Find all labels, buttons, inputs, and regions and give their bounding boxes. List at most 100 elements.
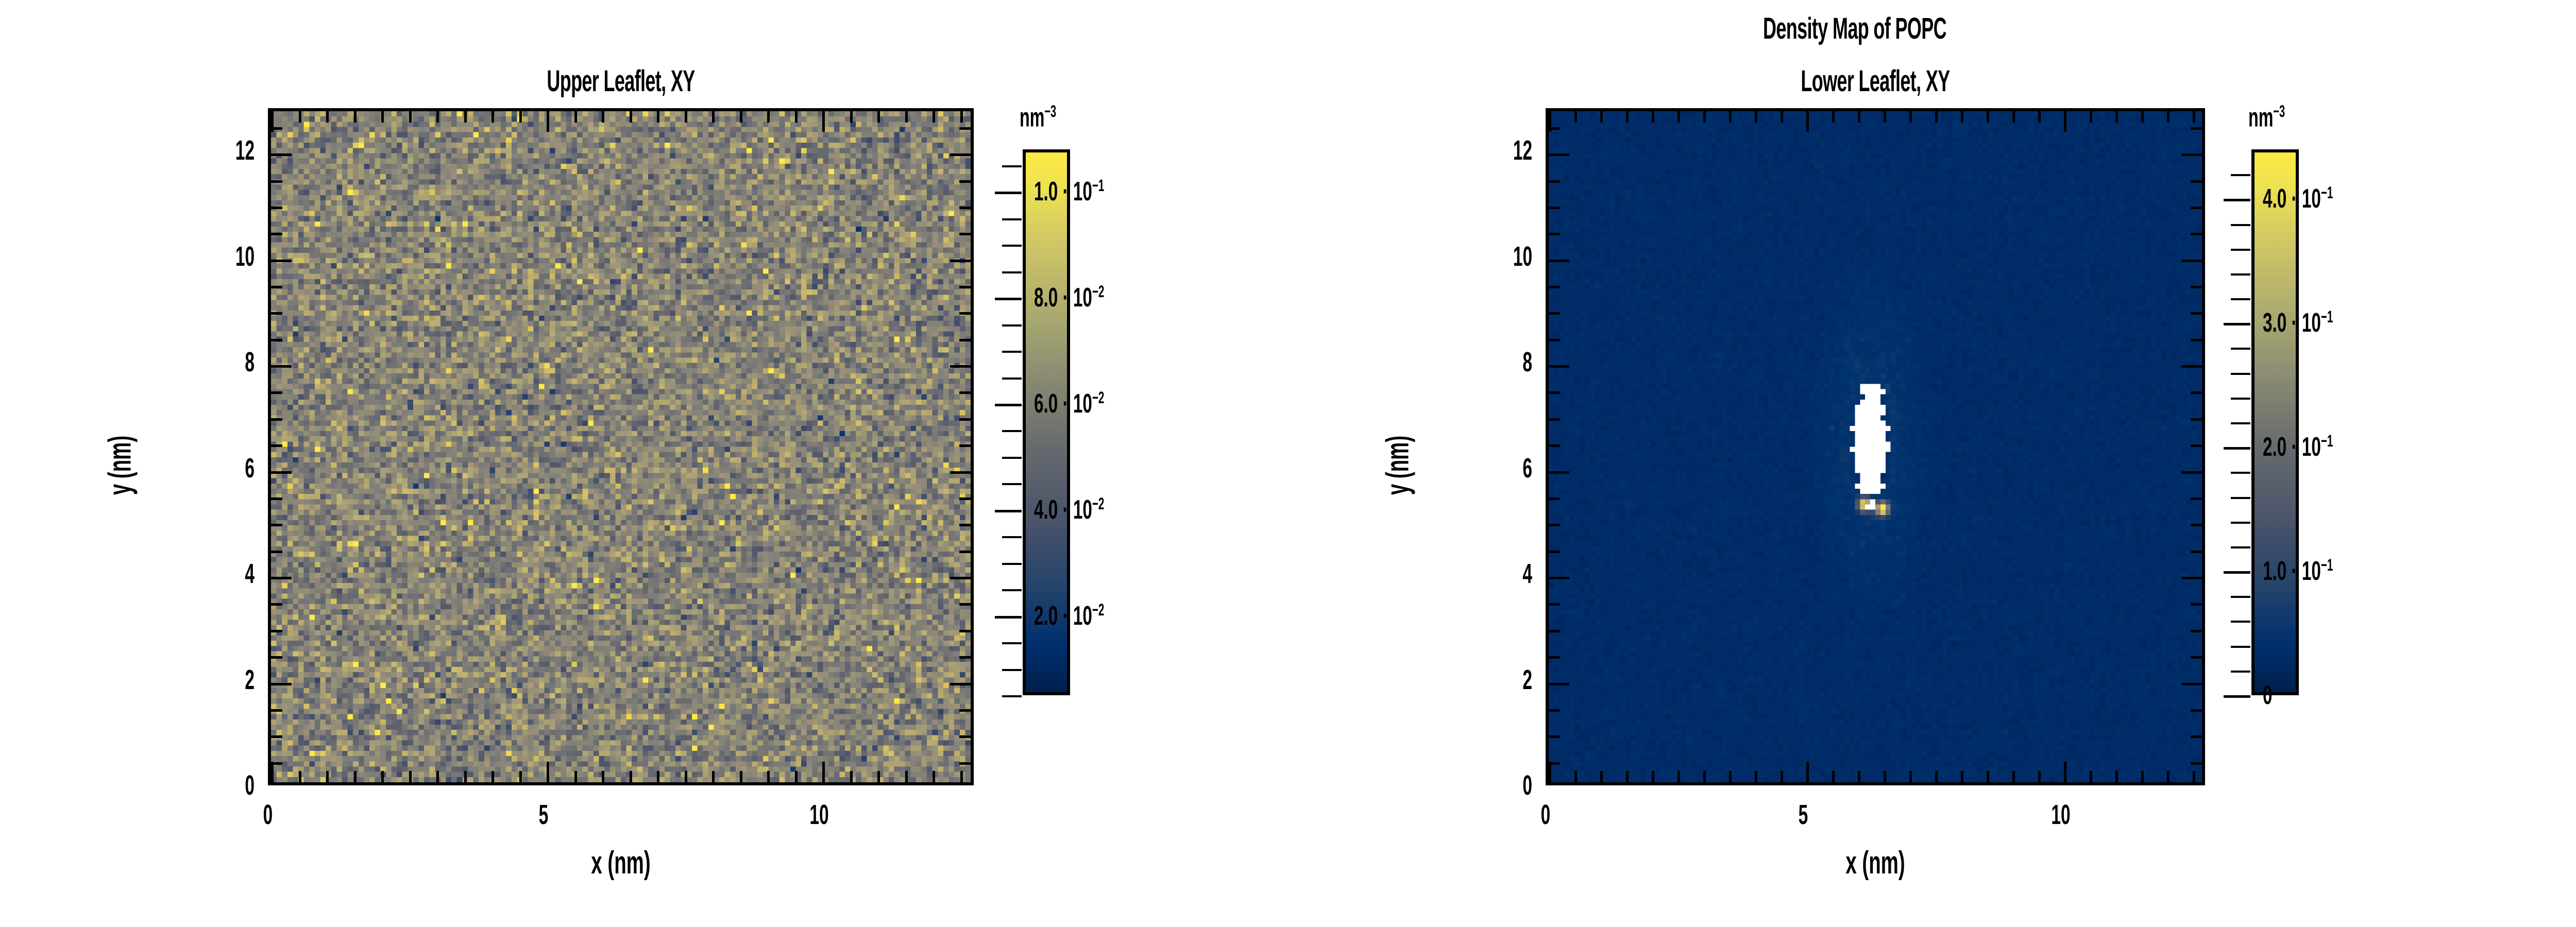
xaxis-minor-tick [1703, 771, 1706, 782]
heatmap-lower-leaflet [1549, 111, 2202, 782]
yaxis-minor-tick [1549, 497, 1560, 500]
xaxis-minor-tick-top [933, 111, 936, 123]
yaxis-minor-tick [271, 391, 282, 394]
xaxis-minor-tick-top [519, 111, 522, 123]
colorbar-minor-tick [2231, 621, 2250, 623]
yaxis-major-tick [1549, 682, 1569, 685]
plot-area-upper-leaflet[interactable] [268, 108, 974, 785]
yaxis-minor-tick-right [959, 735, 971, 739]
panel-upper-leaflet: 0 2 4 6 8 10 12 0 5 10 [235, 108, 974, 830]
yaxis-minor-tick-right [959, 444, 971, 448]
xaxis-minor-tick [1781, 771, 1783, 782]
yaxis-minor-tick [271, 656, 282, 659]
xaxis-minor-tick-top [298, 111, 301, 123]
xaxis-minor-tick-top [574, 111, 577, 123]
yaxis-minor-tick [271, 312, 282, 315]
xaxis-tick-label: 5 [1798, 799, 1808, 830]
yaxis-minor-tick [1549, 127, 1560, 130]
yaxis-minor-tick [1549, 391, 1560, 394]
xaxis-major-tick [822, 762, 825, 782]
yaxis-minor-tick [271, 497, 282, 500]
plot-area-lower-leaflet[interactable] [1546, 108, 2205, 785]
yaxis-minor-tick-right [959, 550, 971, 553]
yaxis-major-tick [1549, 365, 1569, 368]
xaxis-major-tick-top [1549, 111, 1551, 132]
yaxis-major-tick [271, 153, 292, 157]
colorbar-minor-tick [2231, 645, 2250, 648]
heatmap-upper-leaflet [271, 111, 971, 782]
yaxis-minor-tick-right [2191, 127, 2202, 130]
yaxis-minor-tick [271, 629, 282, 632]
yaxis-major-tick [271, 577, 292, 580]
colorbar-minor-tick [2231, 372, 2250, 375]
xaxis-minor-tick [1987, 771, 1989, 782]
yaxis-major-tick-right [2181, 259, 2202, 262]
yaxis-tick-label: 0 [245, 770, 255, 801]
panel-title-upper-leaflet: Upper Leaflet, XY [547, 64, 695, 98]
yaxis-minor-tick [271, 550, 282, 553]
xaxis-minor-tick-top [436, 111, 439, 123]
xaxis-minor-tick [2141, 771, 2144, 782]
xaxis-minor-tick [1832, 771, 1835, 782]
xaxis-minor-tick [574, 771, 577, 782]
yaxis-major-tick-right [950, 365, 971, 368]
yaxis-minor-tick [271, 233, 282, 236]
colorbar-tick-label: 1.0 · 10−1 [1034, 176, 1105, 207]
colorbar-major-tick [2224, 695, 2250, 698]
yaxis-major-tick-right [2181, 365, 2202, 368]
yaxis-minor-tick-right [2191, 233, 2202, 236]
xaxis-minor-tick-top [850, 111, 853, 123]
xaxis-minor-tick-top [409, 111, 412, 123]
xaxis-minor-tick [1677, 771, 1680, 782]
colorbar-minor-tick [1002, 351, 1022, 353]
yaxis-minor-tick-right [959, 603, 971, 606]
xaxis-minor-tick [2115, 771, 2118, 782]
xaxis-minor-tick [933, 771, 936, 782]
xaxis-minor-tick-top [1961, 111, 1963, 123]
colorbar-minor-tick [1002, 589, 1022, 592]
xaxis-minor-tick-top [602, 111, 605, 123]
xaxis-minor-tick [1729, 771, 1732, 782]
yaxis-minor-tick-right [2191, 656, 2202, 659]
yaxis-minor-tick-right [2191, 206, 2202, 209]
colorbar-tick-label: 2.0 · 10−2 [1034, 600, 1105, 631]
colorbar-unit-panel1: nm−3 [1020, 102, 1057, 133]
colorbar-minor-tick [2231, 397, 2250, 400]
yaxis-major-tick-right [950, 153, 971, 157]
yaxis-minor-tick [271, 762, 282, 765]
xaxis-minor-tick [1909, 771, 1912, 782]
xaxis-major-tick [547, 762, 550, 782]
colorbar-minor-tick [1002, 642, 1022, 645]
yaxis-minor-tick-right [959, 338, 971, 341]
xaxis-minor-tick-top [2090, 111, 2092, 123]
xaxis-minor-tick-top [2012, 111, 2015, 123]
xaxis-minor-tick [767, 771, 770, 782]
colorbar-major-tick [2224, 571, 2250, 574]
yaxis-minor-tick-right [2191, 180, 2202, 183]
xaxis-minor-tick-top [2038, 111, 2041, 123]
colorbar-minor-tick [1002, 536, 1022, 539]
yaxis-minor-tick [1549, 418, 1560, 421]
yaxis-minor-tick [1549, 338, 1560, 341]
xaxis-minor-tick-top [1729, 111, 1732, 123]
colorbar-minor-tick [1002, 165, 1022, 167]
colorbar-major-tick [995, 403, 1022, 406]
yaxis-major-tick-right [2181, 471, 2202, 474]
yaxis-minor-tick [271, 180, 282, 183]
yaxis-minor-tick-right [959, 762, 971, 765]
xaxis-minor-tick-top [1781, 111, 1783, 123]
xaxis-minor-tick [1935, 771, 1938, 782]
yaxis-major-tick-right [2181, 577, 2202, 580]
yaxis-major-tick-right [2181, 682, 2202, 685]
xaxis-minor-tick [960, 771, 963, 782]
xaxis-minor-tick-top [1600, 111, 1603, 123]
yaxis-minor-tick [271, 127, 282, 130]
xaxis-major-tick [2064, 762, 2066, 782]
colorbar-minor-tick [1002, 324, 1022, 327]
xaxis-minor-tick-top [629, 111, 632, 123]
xaxis-minor-tick-top [2141, 111, 2144, 123]
xaxis-minor-tick-top [1652, 111, 1654, 123]
xaxis-major-tick-top [2064, 111, 2066, 132]
xaxis-title-panel2: x (nm) [1845, 845, 1905, 881]
xaxis-major-tick [1806, 762, 1809, 782]
